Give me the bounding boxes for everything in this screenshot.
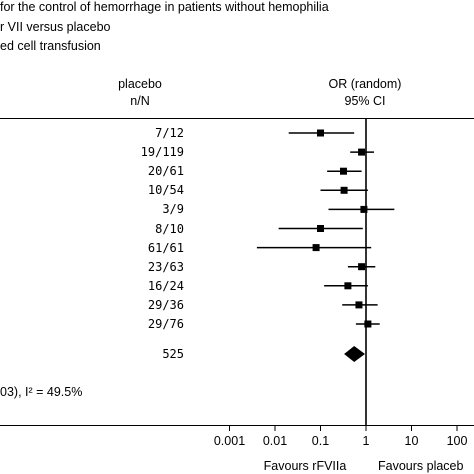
placebo-column-subtitle: n/N	[130, 94, 150, 108]
or-point	[317, 225, 324, 232]
or-column-title: OR (random)	[328, 77, 402, 91]
placebo-column-title: placebo	[118, 77, 162, 91]
placebo-value: 8/10	[155, 221, 184, 236]
placebo-total: 525	[162, 347, 184, 361]
or-point	[360, 205, 368, 213]
x-tick-label: 1	[363, 434, 370, 448]
or-point	[344, 282, 352, 290]
placebo-value: 29/76	[147, 317, 184, 331]
or-point	[358, 263, 366, 271]
or-point	[317, 129, 324, 137]
top-rule	[0, 118, 474, 119]
placebo-value: 20/61	[147, 164, 184, 179]
favours-right-label: Favours placeb	[378, 459, 464, 473]
or-point	[312, 244, 320, 252]
or-point	[355, 301, 363, 309]
placebo-value: 10/54	[147, 183, 184, 198]
favours-left-label: Favours rFVIIa	[264, 459, 347, 473]
or-point	[340, 186, 348, 194]
x-tick-label: 0.001	[214, 434, 245, 448]
heterogeneity-text: 03), I² = 49.5%	[0, 385, 83, 399]
or-point	[358, 148, 366, 156]
x-tick-label: 100	[447, 434, 468, 448]
or-point	[364, 320, 372, 328]
placebo-value: 29/36	[147, 297, 184, 312]
title-line-3: ed cell transfusion	[0, 39, 101, 53]
placebo-value: 61/61	[147, 240, 184, 255]
x-tick-label: 0.1	[312, 434, 329, 448]
bottom-rule	[0, 425, 474, 426]
placebo-value: 3/9	[162, 202, 184, 217]
placebo-value: 19/119	[140, 145, 184, 160]
title-line-1: for the control of hemorrhage in patient…	[0, 0, 329, 14]
x-tick-label: 10	[405, 434, 419, 448]
placebo-value: 23/63	[147, 259, 184, 274]
title-line-2: r VII versus placebo	[0, 20, 111, 34]
placebo-value: 7/12	[155, 126, 184, 140]
x-tick-label: 0.01	[263, 434, 287, 448]
pooled-diamond	[344, 346, 365, 362]
or-column-subtitle: 95% CI	[344, 94, 386, 108]
placebo-value: 16/24	[147, 278, 184, 293]
or-point	[339, 167, 347, 175]
